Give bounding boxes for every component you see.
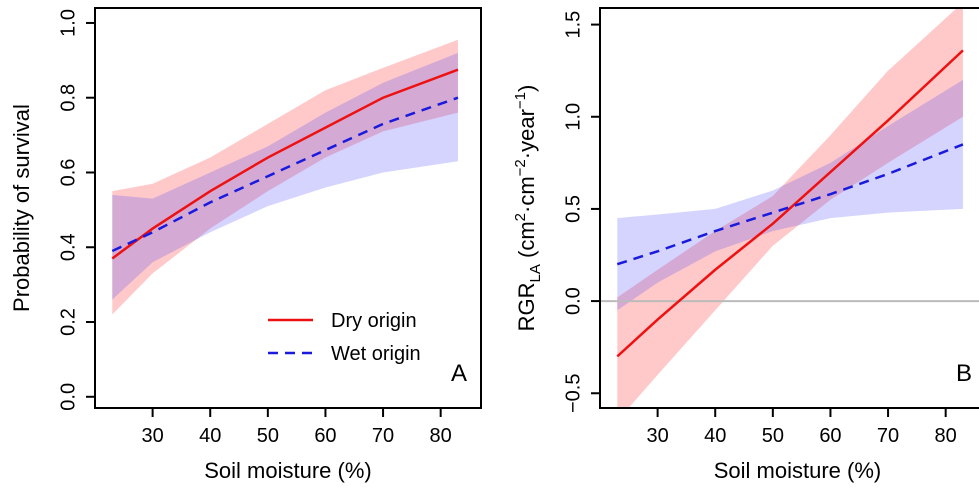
x-tick-label: 30 [141, 425, 163, 447]
x-tick-label: 40 [199, 425, 221, 447]
y-axis-title-part: 2 [512, 213, 529, 221]
confidence-band [112, 39, 458, 315]
x-tick-label: 80 [935, 425, 957, 447]
y-axis-title-part: LA [527, 264, 544, 282]
y-axis-title-part: Probability of survival [9, 104, 34, 312]
x-tick-label: 60 [819, 425, 841, 447]
series-line [616, 49, 964, 358]
panel-label: A [451, 360, 467, 387]
plot-area [600, 8, 979, 408]
y-axis-title: RGRLA​ (cm2​·cm−2​·year−1​) [512, 85, 544, 332]
confidence-band [617, 79, 963, 311]
x-axis-title: Soil moisture (%) [204, 458, 371, 483]
y-axis-title-part: (cm [514, 221, 539, 264]
y-tick-label: 0.0 [562, 287, 584, 315]
y-axis-title-part: ·year [514, 109, 539, 159]
plot-frame [94, 7, 482, 409]
plot-area [111, 39, 459, 315]
y-tick-label: 1.5 [562, 11, 584, 39]
series-line [111, 96, 459, 253]
x-tick-label: 70 [372, 425, 394, 447]
y-axis-title-part: RGR [514, 282, 539, 331]
x-tick-label: 60 [314, 425, 336, 447]
legend-label: Wet origin [331, 343, 421, 365]
confidence-band [112, 52, 458, 300]
panel-label: B [956, 360, 972, 387]
y-axis-title-part: ·cm [514, 176, 539, 213]
y-tick-label: 0.4 [57, 233, 79, 261]
y-tick-label: 1.0 [57, 9, 79, 37]
x-axis-title: Soil moisture (%) [714, 458, 881, 483]
y-tick-label: 0.2 [57, 308, 79, 336]
x-tick-label: 80 [430, 425, 452, 447]
x-tick-label: 40 [704, 425, 726, 447]
y-tick-label: 0.5 [562, 195, 584, 223]
x-tick-label: 50 [762, 425, 784, 447]
y-tick-label: −0.5 [562, 374, 584, 413]
y-tick-label: 0.8 [57, 84, 79, 112]
x-tick-label: 50 [257, 425, 279, 447]
x-tick-label: 70 [877, 425, 899, 447]
y-axis-title: Probability of survival [9, 104, 34, 312]
y-tick-label: 0.6 [57, 159, 79, 187]
y-axis-title-part: ) [514, 85, 539, 92]
series-line [616, 143, 964, 266]
series-line [111, 68, 459, 260]
y-axis-title-part: −2 [512, 159, 529, 176]
y-axis-title-part: −1 [512, 92, 529, 109]
y-tick-label: 0.0 [57, 383, 79, 411]
y-tick-label: 1.0 [562, 103, 584, 131]
x-tick-label: 30 [646, 425, 668, 447]
legend-label: Dry origin [331, 310, 417, 332]
